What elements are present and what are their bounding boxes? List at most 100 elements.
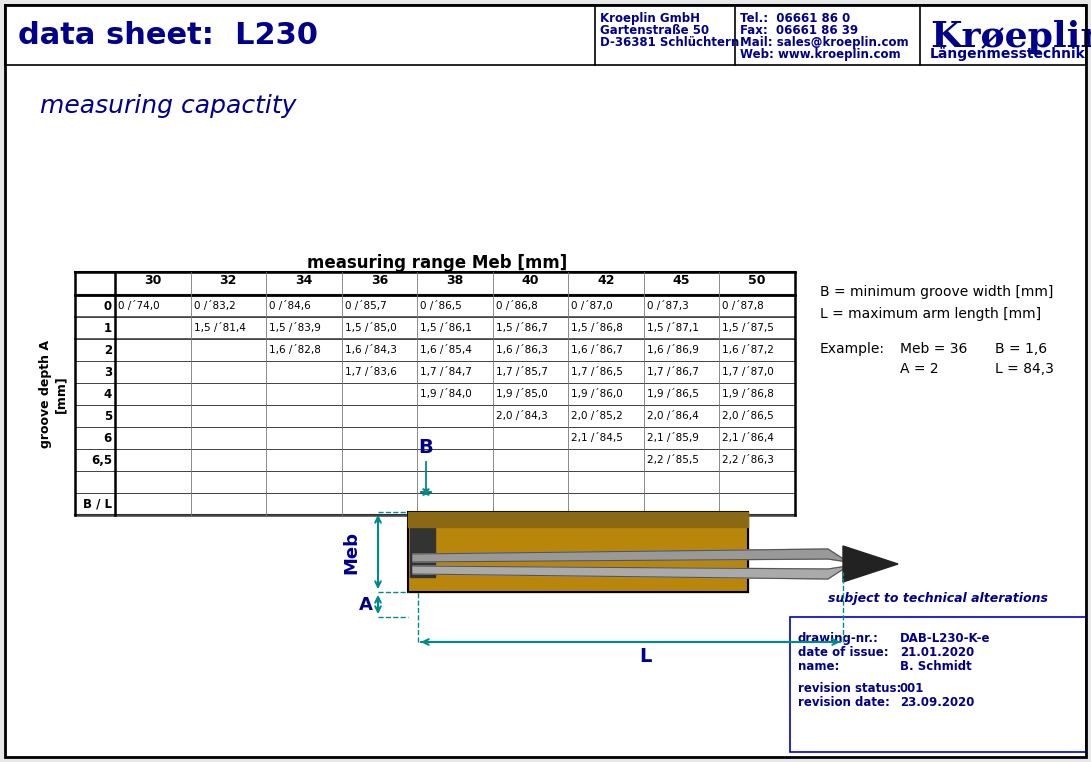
Text: 38: 38 <box>446 274 464 287</box>
Bar <box>408 512 748 527</box>
Text: 1,6 /´82,8: 1,6 /´82,8 <box>269 345 321 355</box>
Text: 1: 1 <box>104 322 112 335</box>
Text: 4: 4 <box>104 388 112 401</box>
Text: L = maximum arm length [mm]: L = maximum arm length [mm] <box>820 307 1041 321</box>
Text: 1,9 /´86,5: 1,9 /´86,5 <box>647 389 698 399</box>
Text: 1,7 /´87,0: 1,7 /´87,0 <box>722 367 775 377</box>
Text: 0 /´87,8: 0 /´87,8 <box>722 301 764 311</box>
Text: 21.01.2020: 21.01.2020 <box>900 646 974 659</box>
Text: B = 1,6: B = 1,6 <box>995 342 1047 356</box>
Text: 1,9 /´85,0: 1,9 /´85,0 <box>495 389 548 399</box>
Text: measuring capactity: measuring capactity <box>40 94 297 118</box>
Text: date of issue:: date of issue: <box>798 646 889 659</box>
Text: 1,6 /´85,4: 1,6 /´85,4 <box>420 345 472 355</box>
Text: D-36381 Schlüchtern: D-36381 Schlüchtern <box>600 36 740 49</box>
Bar <box>408 512 748 592</box>
Text: 1,9 /´86,0: 1,9 /´86,0 <box>572 389 623 399</box>
Text: 36: 36 <box>371 274 388 287</box>
Text: 1,6 /´87,2: 1,6 /´87,2 <box>722 345 775 355</box>
Text: 5: 5 <box>104 409 112 422</box>
Text: Web: www.kroeplin.com: Web: www.kroeplin.com <box>740 48 901 61</box>
Text: 2,0 /´86,4: 2,0 /´86,4 <box>647 411 698 421</box>
Text: DAB-L230-K-e: DAB-L230-K-e <box>900 632 991 645</box>
Text: 1,5 /´87,1: 1,5 /´87,1 <box>647 323 698 333</box>
Text: revision status:: revision status: <box>798 682 901 695</box>
Text: 0 /´84,6: 0 /´84,6 <box>269 301 311 311</box>
Text: B = minimum groove width [mm]: B = minimum groove width [mm] <box>820 285 1054 299</box>
Text: L = 84,3: L = 84,3 <box>995 362 1054 376</box>
Text: 30: 30 <box>144 274 161 287</box>
Text: 42: 42 <box>598 274 615 287</box>
Text: 1,7 /´84,7: 1,7 /´84,7 <box>420 367 472 377</box>
Text: 40: 40 <box>521 274 539 287</box>
Text: 2,0 /´85,2: 2,0 /´85,2 <box>572 411 623 421</box>
Text: Tel.:  06661 86 0: Tel.: 06661 86 0 <box>740 12 850 25</box>
Text: 1,5 /´81,4: 1,5 /´81,4 <box>193 323 245 333</box>
Polygon shape <box>843 546 898 582</box>
Text: 6,5: 6,5 <box>91 453 112 466</box>
Text: Meb: Meb <box>341 530 360 574</box>
Text: measuring range Meb [mm]: measuring range Meb [mm] <box>307 254 567 272</box>
Bar <box>5 5 1086 65</box>
Text: A = 2: A = 2 <box>900 362 938 376</box>
Text: groove depth A
[mm]: groove depth A [mm] <box>39 341 67 449</box>
Text: 0 /´83,2: 0 /´83,2 <box>193 301 236 311</box>
Text: 0 /´86,5: 0 /´86,5 <box>420 301 461 311</box>
Text: 2: 2 <box>104 344 112 357</box>
Text: 34: 34 <box>296 274 313 287</box>
Text: 0 /´74,0: 0 /´74,0 <box>118 301 159 311</box>
Text: 0: 0 <box>104 299 112 312</box>
Text: Krøeplin: Krøeplin <box>930 20 1091 54</box>
Text: 1,5 /´85,0: 1,5 /´85,0 <box>345 323 396 333</box>
Text: Längenmesstechnik: Längenmesstechnik <box>930 47 1086 61</box>
Text: 1,9 /´86,8: 1,9 /´86,8 <box>722 389 775 399</box>
Bar <box>410 527 435 577</box>
Polygon shape <box>413 549 848 562</box>
Text: Fax:  06661 86 39: Fax: 06661 86 39 <box>740 24 859 37</box>
Text: Mail: sales@kroeplin.com: Mail: sales@kroeplin.com <box>740 36 909 49</box>
Text: 2,0 /´86,5: 2,0 /´86,5 <box>722 411 775 421</box>
Text: 1,6 /´86,9: 1,6 /´86,9 <box>647 345 698 355</box>
Text: 2,2 /´86,3: 2,2 /´86,3 <box>722 455 775 465</box>
Text: 001: 001 <box>900 682 924 695</box>
Text: 1,5 /´86,8: 1,5 /´86,8 <box>572 323 623 333</box>
Text: Gartenstraße 50: Gartenstraße 50 <box>600 24 709 37</box>
Text: name:: name: <box>798 660 839 673</box>
Text: 1,7 /´86,5: 1,7 /´86,5 <box>572 367 623 377</box>
Text: 1,5 /´83,9: 1,5 /´83,9 <box>269 323 321 333</box>
Text: 1,5 /´87,5: 1,5 /´87,5 <box>722 323 775 333</box>
Text: 50: 50 <box>748 274 766 287</box>
Text: 2,2 /´85,5: 2,2 /´85,5 <box>647 455 698 465</box>
Text: Example:: Example: <box>820 342 885 356</box>
Text: B. Schmidt: B. Schmidt <box>900 660 972 673</box>
Text: 1,5 /´86,7: 1,5 /´86,7 <box>495 323 548 333</box>
Text: A: A <box>359 595 373 613</box>
Text: drawing-nr.:: drawing-nr.: <box>798 632 879 645</box>
Polygon shape <box>413 566 848 579</box>
Bar <box>790 617 1086 752</box>
Text: 2,1 /´84,5: 2,1 /´84,5 <box>572 433 623 443</box>
Text: 1,5 /´86,1: 1,5 /´86,1 <box>420 323 472 333</box>
Text: data sheet:  L230: data sheet: L230 <box>17 21 317 50</box>
Text: 23.09.2020: 23.09.2020 <box>900 696 974 709</box>
Text: 6: 6 <box>104 431 112 444</box>
Text: 1,6 /´86,3: 1,6 /´86,3 <box>495 345 548 355</box>
Text: revision date:: revision date: <box>798 696 890 709</box>
Text: 0 /´87,0: 0 /´87,0 <box>572 301 613 311</box>
Text: 3: 3 <box>104 366 112 379</box>
Text: B / L: B / L <box>83 498 112 511</box>
Text: 2,1 /´86,4: 2,1 /´86,4 <box>722 433 775 443</box>
Text: 1,9 /´84,0: 1,9 /´84,0 <box>420 389 472 399</box>
Text: Meb = 36: Meb = 36 <box>900 342 968 356</box>
Text: L: L <box>639 647 651 666</box>
Text: 1,7 /´85,7: 1,7 /´85,7 <box>495 367 548 377</box>
Text: 0 /´86,8: 0 /´86,8 <box>495 301 538 311</box>
Text: 1,7 /´83,6: 1,7 /´83,6 <box>345 367 396 377</box>
Text: 0 /´87,3: 0 /´87,3 <box>647 301 688 311</box>
Text: subject to technical alterations: subject to technical alterations <box>828 592 1048 605</box>
Text: 45: 45 <box>673 274 691 287</box>
Text: 2,1 /´85,9: 2,1 /´85,9 <box>647 433 698 443</box>
Text: Kroeplin GmbH: Kroeplin GmbH <box>600 12 700 25</box>
Text: B: B <box>419 438 433 457</box>
Text: 32: 32 <box>219 274 237 287</box>
